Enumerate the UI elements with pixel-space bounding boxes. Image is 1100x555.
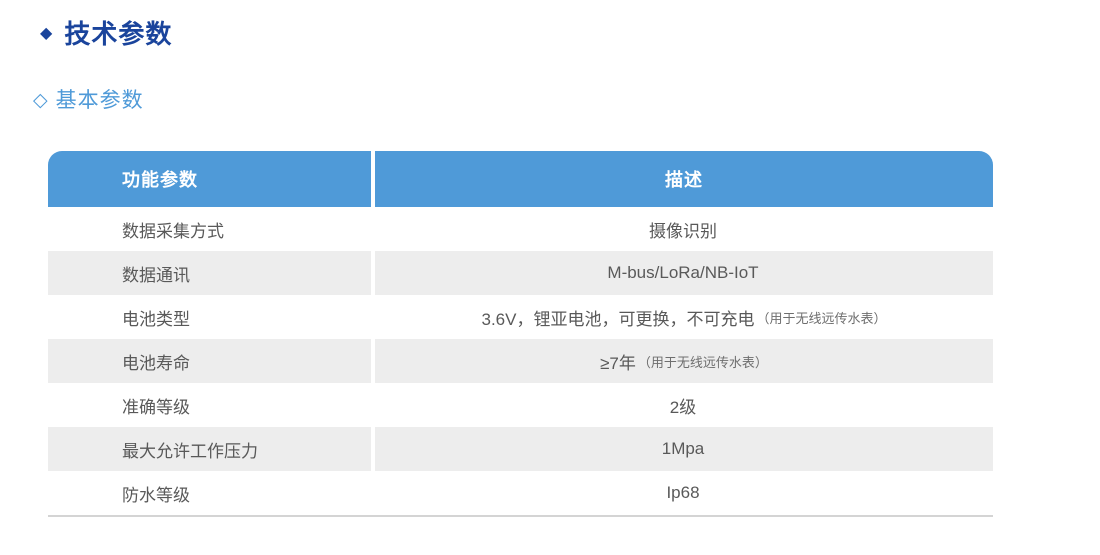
- param-value-note: （用于无线远传水表）: [637, 354, 768, 370]
- header-cell-description: 描述: [375, 151, 993, 207]
- param-name-cell: 数据通讯: [48, 251, 371, 295]
- param-value-text: 3.6V，锂亚电池，可更换，不可充电: [481, 309, 755, 329]
- param-value-cell: 摄像识别: [375, 207, 993, 251]
- param-name-cell: 防水等级: [48, 471, 371, 515]
- param-name-cell: 最大允许工作压力: [48, 427, 371, 471]
- table-row: 电池类型 3.6V，锂亚电池，可更换，不可充电 （用于无线远传水表）: [48, 295, 993, 339]
- hollow-diamond-icon: ◇: [33, 89, 48, 111]
- param-value-text: 摄像识别: [649, 221, 717, 241]
- param-value-note: （用于无线远传水表）: [756, 310, 887, 326]
- param-value-text: Ip68: [666, 483, 700, 502]
- filled-diamond-icon: ◆: [40, 24, 53, 42]
- param-value-cell: 2级: [375, 383, 993, 427]
- header-cell-parameter: 功能参数: [48, 151, 371, 207]
- param-value-cell: Ip68: [375, 471, 993, 515]
- param-name-text: 数据通讯: [122, 265, 190, 285]
- section-title-text: 技术参数: [64, 19, 173, 49]
- table-row: 准确等级 2级: [48, 383, 993, 427]
- param-name-cell: 电池类型: [48, 295, 371, 339]
- parameters-table: 功能参数 描述 数据采集方式 摄像识别 数据通讯 M-bus/LoRa/NB-I…: [48, 151, 993, 517]
- table-row: 最大允许工作压力 1Mpa: [48, 427, 993, 471]
- table-row: 数据采集方式 摄像识别: [48, 207, 993, 251]
- param-name-text: 最大允许工作压力: [122, 441, 258, 461]
- param-name-text: 数据采集方式: [122, 221, 224, 241]
- param-value-text: 1Mpa: [661, 439, 705, 458]
- param-name-text: 电池寿命: [122, 353, 190, 373]
- param-name-text: 准确等级: [122, 397, 190, 417]
- section-title: ◆ 技术参数: [40, 14, 172, 51]
- table-body: 数据采集方式 摄像识别 数据通讯 M-bus/LoRa/NB-IoT 电池类型 …: [48, 207, 993, 515]
- table-header-row: 功能参数 描述: [48, 151, 993, 207]
- table-bottom-border: [48, 515, 993, 517]
- param-name-cell: 电池寿命: [48, 339, 371, 383]
- param-value-cell: ≥7年 （用于无线远传水表）: [375, 339, 993, 383]
- param-value-cell: M-bus/LoRa/NB-IoT: [375, 251, 993, 295]
- subsection-title: ◇ 基本参数: [33, 84, 144, 114]
- param-value-cell: 3.6V，锂亚电池，可更换，不可充电 （用于无线远传水表）: [375, 295, 993, 339]
- param-name-text: 电池类型: [122, 309, 190, 329]
- param-value-text: 2级: [669, 397, 697, 417]
- param-value-cell: 1Mpa: [375, 427, 993, 471]
- param-value-text: ≥7年: [600, 353, 636, 373]
- table-row: 电池寿命 ≥7年 （用于无线远传水表）: [48, 339, 993, 383]
- param-name-cell: 数据采集方式: [48, 207, 371, 251]
- param-name-text: 防水等级: [122, 485, 190, 505]
- table-row: 数据通讯 M-bus/LoRa/NB-IoT: [48, 251, 993, 295]
- param-value-text: M-bus/LoRa/NB-IoT: [607, 263, 759, 282]
- table-row: 防水等级 Ip68: [48, 471, 993, 515]
- param-name-cell: 准确等级: [48, 383, 371, 427]
- subsection-title-text: 基本参数: [55, 89, 144, 112]
